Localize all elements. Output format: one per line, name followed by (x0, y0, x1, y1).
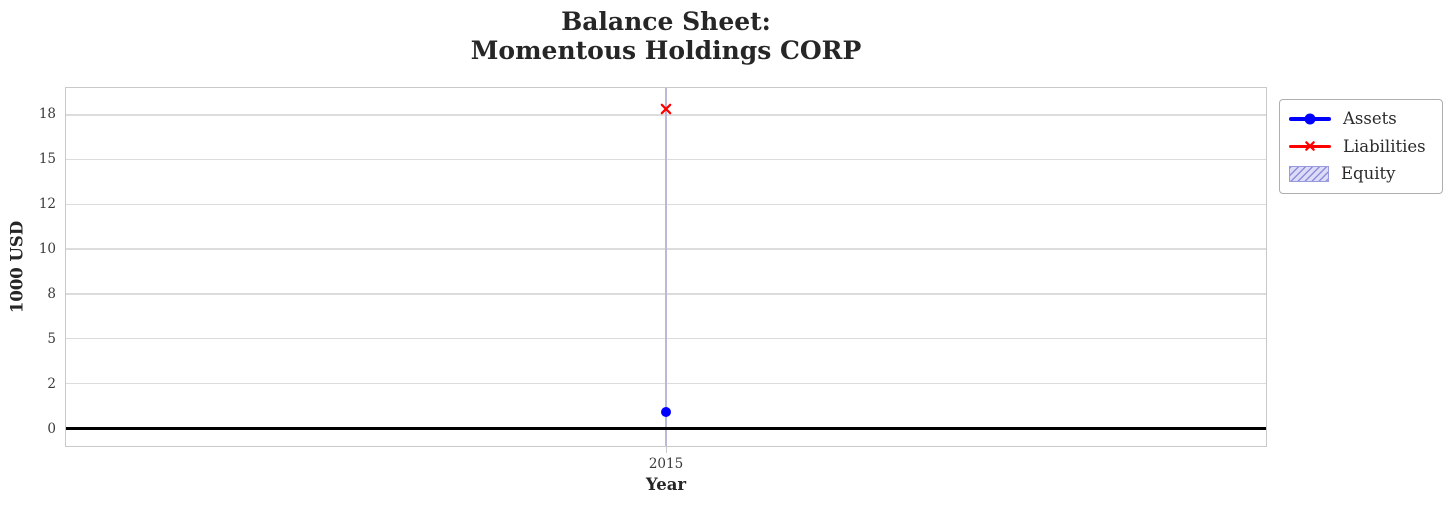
x-marker-icon (1305, 141, 1315, 152)
x-tick-label-2015: 2015 (648, 456, 684, 472)
y-tick-label-10: 10 (38, 240, 56, 257)
legend-label-equity: Equity (1341, 164, 1396, 184)
legend-label-assets: Assets (1343, 109, 1397, 129)
legend-label-liabilities: Liabilities (1343, 136, 1426, 156)
legend-entry-equity: Equity (1289, 160, 1433, 188)
y-tick-label-12: 12 (38, 195, 56, 212)
liabilities-x-marker (660, 103, 672, 115)
x-axis-label: Year (645, 475, 687, 494)
chart-title-line1: Balance Sheet: (561, 7, 771, 36)
x-gridline-2015 (665, 88, 667, 446)
chart-title-line2: Momentous Holdings CORP (470, 36, 862, 65)
legend-entry-assets: Assets (1289, 105, 1433, 133)
y-tick-label-0: 0 (47, 420, 56, 437)
liabilities-line-x-icon (1289, 137, 1331, 155)
x-marker-icon (660, 103, 672, 115)
legend: Assets Liabilities Equity (1279, 99, 1443, 194)
plot-area (65, 87, 1267, 447)
y-tick-label-18: 18 (38, 105, 56, 122)
circle-marker-icon (661, 407, 671, 418)
legend-entry-liabilities: Liabilities (1289, 133, 1433, 161)
assets-dot-marker (661, 407, 671, 418)
y-tick-label-5: 5 (47, 330, 56, 347)
chart-title: Balance Sheet: Momentous Holdings CORP (65, 7, 1267, 65)
y-tick-label-8: 8 (47, 285, 56, 302)
assets-line-circle-icon (1289, 110, 1331, 128)
x-tick-mark (665, 447, 667, 453)
y-tick-label-2: 2 (47, 375, 56, 392)
zero-axis-line (66, 426, 1266, 430)
y-tick-label-15: 15 (38, 150, 56, 167)
equity-hatched-patch-icon (1289, 165, 1329, 182)
